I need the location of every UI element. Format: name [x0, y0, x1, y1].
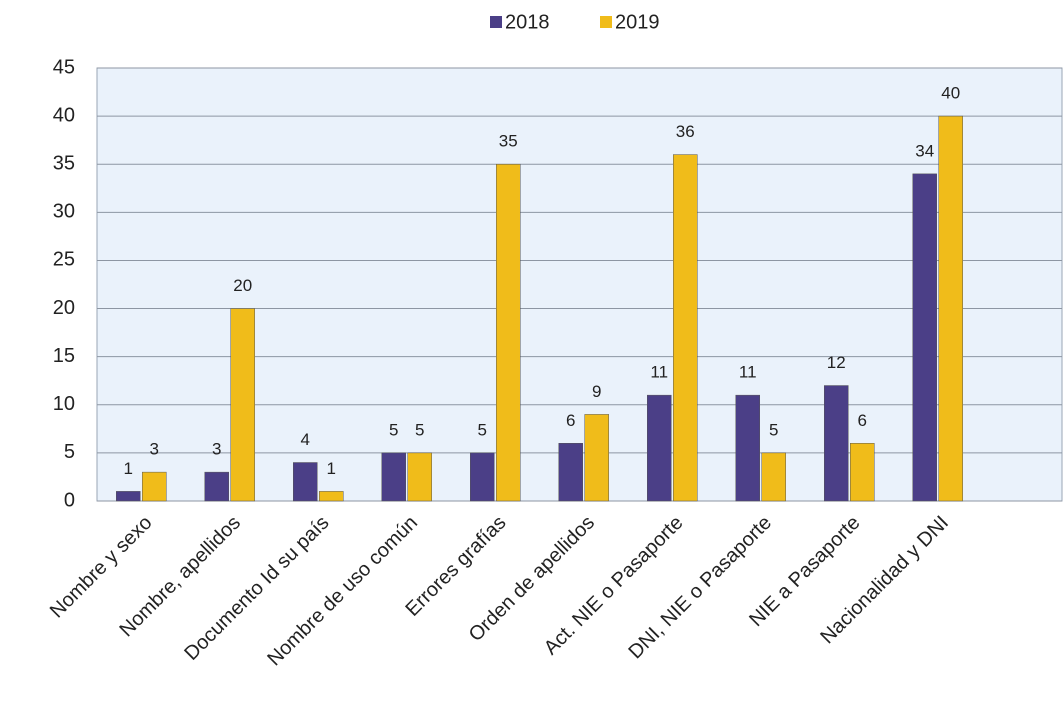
- data-label: 36: [676, 122, 695, 141]
- data-label: 5: [389, 420, 398, 439]
- legend-swatch: [490, 16, 502, 28]
- y-tick-label: 20: [53, 297, 75, 319]
- bar: [850, 443, 875, 502]
- bar: [673, 154, 698, 502]
- x-tick-label: Documento Id su país: [180, 512, 333, 665]
- bar: [496, 163, 521, 502]
- data-label: 34: [915, 141, 934, 160]
- x-tick-label: Nombre de uso común: [263, 512, 422, 671]
- bar: [230, 308, 255, 502]
- data-label: 5: [769, 420, 778, 439]
- data-label: 4: [301, 430, 310, 449]
- y-tick-label: 35: [53, 153, 75, 175]
- bar: [761, 452, 786, 502]
- bar: [407, 452, 432, 502]
- bar: [293, 462, 318, 502]
- bar: [647, 394, 672, 502]
- data-label: 6: [566, 411, 575, 430]
- plot-area: [96, 67, 1063, 502]
- data-label: 40: [941, 84, 960, 103]
- y-tick-label: 30: [53, 201, 75, 223]
- legend-label: 2018: [505, 11, 550, 33]
- data-label: 12: [827, 353, 846, 372]
- data-label: 5: [415, 420, 424, 439]
- bar: [912, 173, 937, 502]
- y-tick-label: 15: [53, 345, 75, 367]
- y-tick-label: 5: [64, 441, 75, 463]
- bar: [319, 491, 344, 502]
- data-label: 9: [592, 382, 601, 401]
- bar: [938, 115, 963, 502]
- bar: [824, 385, 849, 502]
- data-label: 5: [478, 420, 487, 439]
- data-label: 20: [233, 276, 252, 295]
- bar: [204, 471, 229, 502]
- bar: [116, 491, 141, 502]
- bar: [381, 452, 406, 502]
- x-tick-label: DNI, NIE o Pasaporte: [624, 512, 776, 664]
- bar: [584, 414, 609, 502]
- bar: [470, 452, 495, 502]
- y-tick-label: 25: [53, 249, 75, 271]
- data-label: 3: [150, 440, 159, 459]
- y-tick-label: 0: [64, 489, 75, 511]
- y-tick-label: 10: [53, 393, 75, 415]
- data-label: 1: [124, 459, 133, 478]
- y-tick-label: 45: [53, 56, 75, 78]
- legend-swatch: [600, 16, 612, 28]
- bar: [735, 394, 760, 502]
- y-tick-label: 40: [53, 104, 75, 126]
- bar: [142, 471, 167, 502]
- data-label: 3: [212, 440, 221, 459]
- data-label: 11: [650, 363, 668, 382]
- data-label: 1: [327, 459, 336, 478]
- data-label: 11: [739, 363, 757, 382]
- data-label: 6: [858, 411, 867, 430]
- legend-label: 2019: [615, 11, 660, 33]
- bar: [558, 443, 583, 502]
- data-label: 35: [499, 132, 518, 151]
